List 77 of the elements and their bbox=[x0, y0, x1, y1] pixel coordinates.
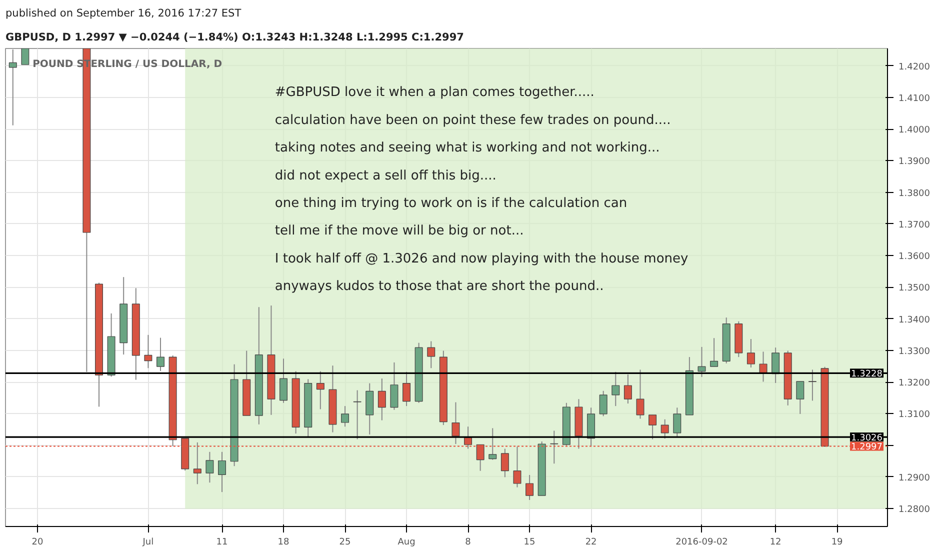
candlestick bbox=[698, 346, 706, 378]
candlestick bbox=[808, 369, 816, 402]
y-tick-label: 1.3900 bbox=[898, 157, 930, 168]
y-tick-label: 1.3800 bbox=[898, 188, 930, 199]
y-tick-label: 1.2900 bbox=[898, 473, 930, 484]
candlestick bbox=[156, 337, 164, 372]
candlestick bbox=[759, 351, 768, 382]
annotation: #GBPUSD love it when a plan comes together..... bbox=[274, 85, 594, 100]
annotation: one thing im trying to work on is if the calculation can bbox=[274, 196, 628, 212]
ref-line-label: 1.3026 bbox=[851, 434, 883, 444]
candlestick bbox=[526, 474, 534, 500]
candlestick bbox=[710, 338, 718, 368]
candlestick bbox=[206, 451, 214, 484]
chart-subtitle: GBPUSD, D 1.2997 ▼ −0.0244 (−1.84%) O:1.3243 H:1.3248 L:1.2995 C:1.2997 bbox=[6, 32, 464, 44]
y-tick-label: 1.4200 bbox=[898, 62, 930, 72]
x-tick-label: 12 bbox=[770, 538, 782, 548]
candlestick bbox=[193, 442, 202, 485]
candlestick bbox=[366, 382, 374, 436]
candlestick bbox=[427, 340, 436, 369]
candlestick bbox=[660, 418, 669, 440]
y-tick-label: 1.4100 bbox=[898, 94, 930, 104]
candlestick bbox=[488, 428, 497, 460]
candlestick bbox=[796, 380, 804, 414]
candlestick bbox=[21, 48, 30, 66]
candlestick bbox=[513, 446, 522, 488]
y-tick-label: 1.3300 bbox=[898, 346, 930, 357]
candlestick bbox=[673, 407, 682, 438]
annotation: I took half off @ 1.3026 and now playing with the house money bbox=[274, 251, 689, 266]
candlestick bbox=[390, 362, 398, 410]
annotation: taking notes and seeing what is working and not working... bbox=[274, 140, 660, 156]
candlestick bbox=[144, 334, 152, 369]
y-tick-label: 1.3200 bbox=[898, 378, 930, 389]
y-tick-label: 1.3700 bbox=[898, 220, 930, 230]
y-tick-label: 1.3100 bbox=[898, 410, 930, 420]
candlestick bbox=[341, 406, 350, 428]
x-tick-label: 19 bbox=[831, 538, 844, 548]
ref-line-label: 1.3228 bbox=[851, 370, 883, 380]
y-tick-label: 1.4000 bbox=[898, 126, 930, 136]
y-tick-label: 1.3500 bbox=[898, 284, 930, 294]
x-tick-label: 11 bbox=[216, 538, 228, 548]
candlestick bbox=[452, 402, 460, 444]
candlestick bbox=[550, 430, 558, 464]
candlestick bbox=[500, 448, 509, 478]
candlestick bbox=[316, 370, 324, 410]
annotation: tell me if the move will be big or not... bbox=[274, 224, 524, 239]
candlestick bbox=[772, 347, 780, 384]
x-tick-label: 8 bbox=[465, 538, 472, 548]
x-tick-label: 22 bbox=[585, 538, 597, 548]
candlestick bbox=[636, 369, 644, 420]
y-tick-label: 1.3400 bbox=[898, 315, 930, 326]
candlestick bbox=[353, 390, 362, 440]
ref-line-label: 1.2997 bbox=[851, 442, 883, 453]
candlestick bbox=[8, 48, 17, 126]
x-tick-label: 25 bbox=[339, 538, 351, 548]
candlestick bbox=[746, 338, 755, 368]
candlestick bbox=[612, 371, 620, 407]
y-tick-label: 1.2800 bbox=[898, 504, 930, 515]
x-tick-label: 2016-09-02 bbox=[676, 538, 728, 548]
candlestick bbox=[464, 426, 472, 450]
annotation: anyways kudos to those that are short the pound.. bbox=[274, 279, 604, 294]
candlestick bbox=[624, 374, 632, 404]
chart-title: published on September 16, 2016 17:27 EST bbox=[6, 8, 242, 20]
candlestick bbox=[402, 371, 411, 407]
candlestick bbox=[648, 414, 657, 440]
x-tick-label: Jul bbox=[142, 538, 154, 548]
x-tick-label: 18 bbox=[278, 538, 290, 548]
candlestick bbox=[599, 390, 608, 417]
candlestick bbox=[476, 444, 484, 472]
x-tick-label: 20 bbox=[32, 538, 44, 548]
candlestick bbox=[378, 378, 386, 421]
x-tick-label: 15 bbox=[524, 538, 536, 548]
x-tick-label: Aug bbox=[398, 538, 416, 548]
annotation: did not expect a sell off this big.... bbox=[274, 168, 496, 184]
candlestick bbox=[280, 358, 288, 404]
y-tick-label: 1.3600 bbox=[898, 252, 930, 262]
candlestick bbox=[218, 451, 226, 493]
annotation: calculation have been on point these few trades on pound.... bbox=[274, 112, 671, 128]
